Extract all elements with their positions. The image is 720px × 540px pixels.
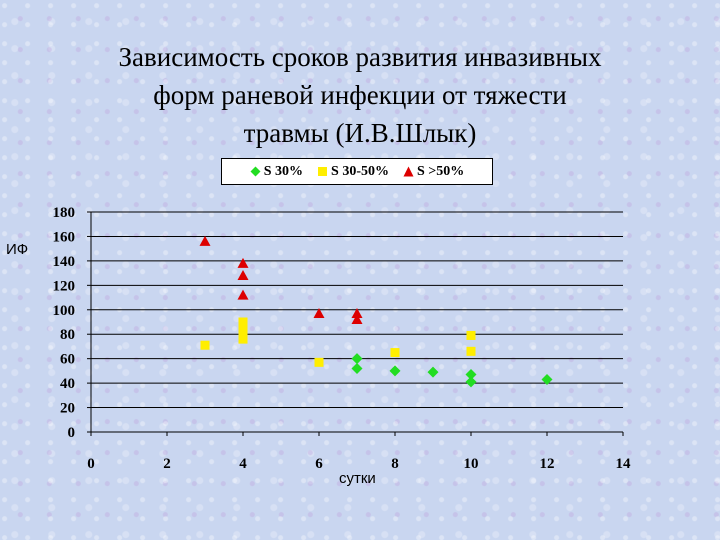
title-line-1: Зависимость сроков развития инвазивных — [118, 42, 602, 72]
data-point-series-3 — [237, 257, 249, 268]
data-point-series-2 — [238, 317, 248, 327]
x-tick-label: 4 — [239, 456, 247, 472]
x-tick-label: 8 — [391, 456, 399, 472]
data-point-series-3 — [313, 307, 325, 318]
data-point-series-2 — [390, 348, 400, 358]
data-point-series-1 — [541, 373, 553, 385]
data-point-series-2 — [466, 330, 476, 340]
y-tick-label: 20 — [60, 401, 75, 417]
title-line-3: травмы (И.В.Шлык) — [243, 118, 477, 148]
legend-item-s50: S >50% — [403, 164, 464, 180]
x-tick-label: 2 — [163, 456, 171, 472]
y-axis-label: ИФ — [6, 241, 29, 258]
y-tick-label: 80 — [60, 327, 75, 343]
legend-item-s30: S 30% — [250, 164, 303, 180]
legend-item-s30-50: S 30-50% — [317, 164, 389, 180]
data-point-series-1 — [465, 369, 477, 381]
data-point-series-1 — [389, 365, 401, 377]
y-tick-label: 60 — [60, 352, 75, 368]
diamond-marker-icon — [250, 166, 261, 177]
legend-label-s30-50: S 30-50% — [331, 163, 389, 179]
data-point-series-1 — [465, 376, 477, 388]
x-tick-label: 14 — [616, 456, 632, 472]
data-point-series-2 — [200, 340, 210, 350]
y-tick-label: 100 — [53, 303, 76, 319]
data-point-series-3 — [351, 314, 363, 325]
x-tick-label: 0 — [87, 456, 95, 472]
square-marker-icon — [318, 167, 328, 176]
grid-layer — [91, 211, 623, 409]
x-tick-label: 10 — [464, 456, 479, 472]
axis-layer — [87, 211, 624, 436]
title-line-2: форм раневой инфекции от тяжести — [153, 80, 567, 110]
triangle-marker-icon — [403, 166, 414, 177]
y-tick-label: 0 — [68, 425, 76, 441]
y-tick-label: 120 — [53, 278, 76, 294]
data-point-layer — [199, 235, 553, 388]
chart-legend: S 30% S 30-50% S >50% — [221, 158, 493, 185]
data-point-series-1 — [427, 366, 439, 378]
data-point-series-1 — [351, 353, 363, 365]
x-axis-label: сутки — [339, 470, 376, 487]
data-point-series-2 — [238, 334, 248, 344]
y-tick-label: 40 — [60, 376, 75, 392]
data-point-series-3 — [237, 289, 249, 300]
legend-label-s30: S 30% — [263, 163, 304, 179]
data-point-series-3 — [199, 235, 211, 246]
data-point-series-3 — [351, 307, 363, 318]
slide-title: Зависимость сроков развития инвазивных ф… — [60, 38, 660, 152]
legend-label-s50: S >50% — [416, 163, 465, 179]
x-tick-label: 6 — [315, 456, 323, 472]
data-point-series-2 — [238, 326, 248, 336]
data-point-series-3 — [237, 270, 249, 281]
data-point-series-2 — [466, 346, 476, 356]
data-point-series-1 — [351, 362, 363, 374]
y-tick-label: 140 — [53, 254, 76, 270]
x-tick-label: 12 — [540, 456, 555, 472]
y-tick-label: 180 — [53, 205, 76, 221]
tick-label-layer: 0 20 40 60 80 100 120 140 160 180 0 2 4 6 8 10 12 14 — [53, 205, 632, 472]
y-tick-label: 160 — [53, 229, 76, 245]
data-point-series-2 — [314, 357, 324, 367]
